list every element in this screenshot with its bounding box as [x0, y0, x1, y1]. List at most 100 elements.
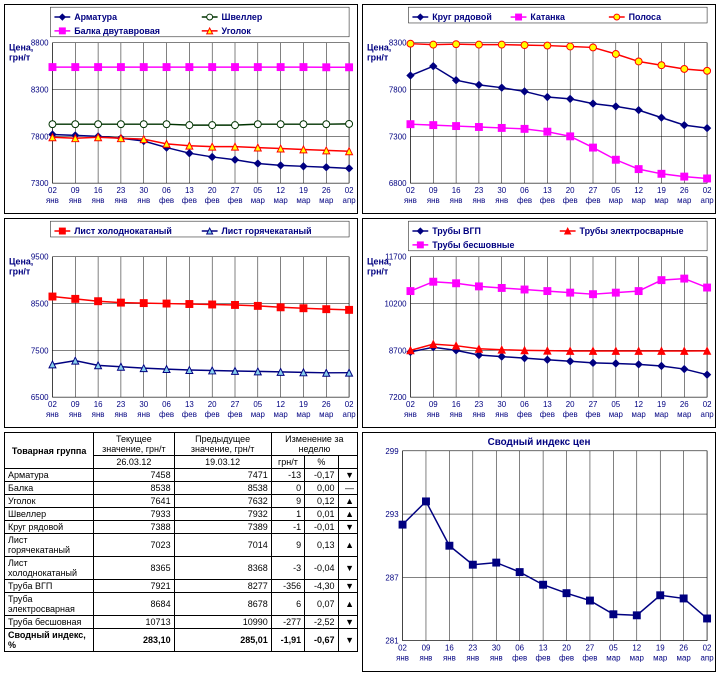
index-chart: Сводный индекс цен28128729329902янв09янв…	[362, 432, 716, 672]
chart-0: АрматураШвеллерБалка двутавроваяУголокЦе…	[4, 4, 358, 214]
svg-text:06: 06	[515, 644, 524, 653]
svg-text:фев: фев	[582, 653, 597, 662]
svg-text:7500: 7500	[31, 346, 49, 355]
svg-text:27: 27	[589, 400, 598, 409]
svg-text:мар: мар	[296, 410, 311, 419]
svg-text:янв: янв	[466, 653, 479, 662]
svg-text:26: 26	[680, 186, 689, 195]
svg-text:19: 19	[299, 400, 308, 409]
svg-text:09: 09	[429, 186, 438, 195]
svg-text:05: 05	[611, 400, 620, 409]
svg-text:16: 16	[452, 186, 461, 195]
svg-text:13: 13	[185, 186, 194, 195]
svg-text:16: 16	[94, 186, 103, 195]
svg-text:06: 06	[162, 186, 171, 195]
svg-text:13: 13	[185, 400, 194, 409]
svg-text:янв: янв	[114, 196, 127, 205]
svg-text:мар: мар	[319, 196, 334, 205]
svg-text:янв: янв	[46, 196, 59, 205]
svg-text:16: 16	[94, 400, 103, 409]
svg-text:23: 23	[475, 400, 484, 409]
svg-text:30: 30	[497, 186, 506, 195]
table-row: Лист горячекатаный 7023 7014 9 0,13 ▲	[5, 534, 358, 557]
svg-text:янв: янв	[69, 196, 82, 205]
svg-text:грн/т: грн/т	[9, 267, 31, 277]
svg-text:фев: фев	[585, 410, 600, 419]
svg-text:апр: апр	[701, 196, 715, 205]
svg-text:8800: 8800	[31, 39, 49, 48]
price-table: Товарная группа Текущее значение, грн/т …	[4, 432, 358, 672]
svg-text:фев: фев	[559, 653, 574, 662]
table-row: Арматура 7458 7471 -13 -0,17 ▼	[5, 469, 358, 482]
svg-text:мар: мар	[632, 410, 647, 419]
svg-text:09: 09	[429, 400, 438, 409]
table-row: Труба ВГП 7921 8277 -356 -4,30 ▼	[5, 580, 358, 593]
svg-text:мар: мар	[630, 653, 645, 662]
svg-text:фев: фев	[182, 196, 197, 205]
svg-text:287: 287	[385, 573, 398, 582]
svg-text:мар: мар	[296, 196, 311, 205]
svg-text:02: 02	[703, 400, 712, 409]
svg-text:мар: мар	[677, 196, 692, 205]
svg-text:02: 02	[703, 644, 712, 653]
svg-text:05: 05	[611, 186, 620, 195]
svg-text:02: 02	[345, 400, 354, 409]
svg-text:Уголок: Уголок	[222, 26, 252, 36]
svg-text:19: 19	[656, 644, 665, 653]
svg-text:Цена,: Цена,	[9, 43, 33, 53]
svg-text:02: 02	[345, 186, 354, 195]
chart-1: Круг рядовойКатанкаПолосаЦена,грн/т68007…	[362, 4, 716, 214]
svg-text:янв: янв	[137, 410, 150, 419]
table-row: Уголок 7641 7632 9 0,12 ▲	[5, 495, 358, 508]
table-row: Балка 8538 8538 0 0,00 —	[5, 482, 358, 495]
svg-text:02: 02	[406, 400, 415, 409]
svg-text:30: 30	[139, 400, 148, 409]
svg-text:янв: янв	[420, 653, 433, 662]
svg-text:30: 30	[139, 186, 148, 195]
col-current: Текущее значение, грн/т	[94, 433, 174, 456]
svg-text:Трубы бесшовные: Трубы бесшовные	[432, 240, 514, 250]
svg-text:12: 12	[276, 400, 285, 409]
svg-text:7300: 7300	[31, 179, 49, 188]
svg-text:12: 12	[634, 186, 643, 195]
summary-table: Товарная группа Текущее значение, грн/т …	[4, 432, 358, 652]
svg-text:Лист горячекатаный: Лист горячекатаный	[222, 226, 312, 236]
svg-text:Лист холоднокатаный: Лист холоднокатаный	[74, 226, 172, 236]
svg-text:Арматура: Арматура	[74, 12, 117, 22]
svg-text:янв: янв	[427, 410, 440, 419]
svg-text:09: 09	[71, 186, 80, 195]
svg-text:23: 23	[117, 186, 126, 195]
svg-text:09: 09	[71, 400, 80, 409]
svg-text:янв: янв	[69, 410, 82, 419]
svg-text:20: 20	[562, 644, 571, 653]
svg-text:янв: янв	[396, 653, 409, 662]
svg-text:фев: фев	[517, 410, 532, 419]
svg-text:06: 06	[520, 400, 529, 409]
svg-text:Полоса: Полоса	[629, 12, 661, 22]
svg-text:фев: фев	[563, 410, 578, 419]
svg-text:02: 02	[703, 186, 712, 195]
svg-text:02: 02	[406, 186, 415, 195]
svg-text:грн/т: грн/т	[367, 267, 389, 277]
svg-text:фев: фев	[227, 410, 242, 419]
svg-text:8300: 8300	[31, 86, 49, 95]
svg-text:Катанка: Катанка	[530, 12, 565, 22]
svg-text:02: 02	[398, 644, 407, 653]
svg-text:23: 23	[475, 186, 484, 195]
svg-text:фев: фев	[585, 196, 600, 205]
sub-pct: %	[305, 456, 338, 469]
svg-text:23: 23	[117, 400, 126, 409]
svg-text:мар: мар	[654, 196, 669, 205]
svg-text:6800: 6800	[389, 179, 407, 188]
chart-3: Трубы ВГПТрубы электросварныеТрубы бесшо…	[362, 218, 716, 428]
svg-text:Трубы электросварные: Трубы электросварные	[580, 226, 684, 236]
svg-text:фев: фев	[159, 196, 174, 205]
svg-text:8300: 8300	[389, 39, 407, 48]
svg-text:фев: фев	[227, 196, 242, 205]
svg-text:фев: фев	[540, 196, 555, 205]
svg-text:16: 16	[452, 400, 461, 409]
svg-text:20: 20	[566, 186, 575, 195]
svg-text:янв: янв	[443, 653, 456, 662]
svg-text:янв: янв	[495, 410, 508, 419]
svg-text:26: 26	[679, 644, 688, 653]
